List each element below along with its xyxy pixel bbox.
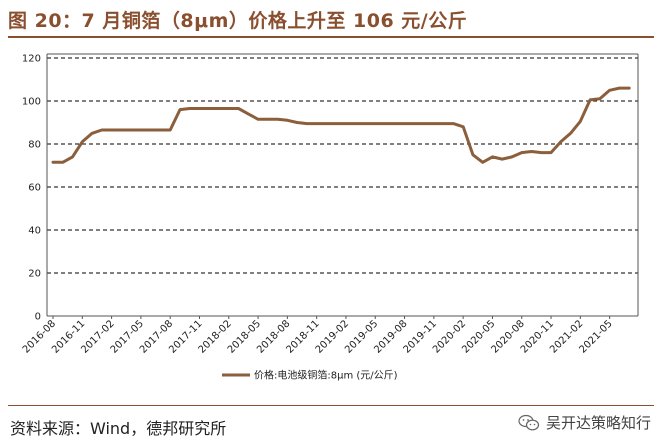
chart-legend: 价格:电池级铜箔:8μm (元/公斤) — [222, 369, 398, 382]
x-axis-ticks: 2016-082016-112017-022017-052017-082017-… — [21, 316, 615, 356]
y-tick-label: 120 — [22, 54, 41, 65]
watermark: 吴开达策略知行 — [518, 412, 651, 433]
chart-axes — [46, 53, 639, 317]
line-chart: 0 20 40 60 80 100 120 2016-082016-112017-02201… — [21, 53, 639, 382]
watermark-text: 吴开达策略知行 — [545, 414, 651, 432]
source-note: 资料来源：Wind，德邦研究所 — [10, 419, 227, 438]
title-divider — [8, 36, 654, 38]
chart-gridlines — [47, 57, 638, 274]
y-tick-label: 40 — [28, 226, 41, 237]
y-tick-label: 20 — [28, 269, 41, 280]
y-tick-label: 100 — [22, 97, 41, 108]
footer-divider — [8, 405, 654, 406]
y-tick-label: 60 — [28, 183, 41, 194]
page-title: 图 20：7 月铜箔（8μm）价格上升至 106 元/公斤 — [8, 10, 468, 32]
legend-entry: 价格:电池级铜箔:8μm (元/公斤) — [254, 369, 398, 382]
y-tick-label: 0 — [35, 312, 41, 323]
title-bar: 图 20：7 月铜箔（8μm）价格上升至 106 元/公斤 — [0, 0, 661, 40]
y-tick-label: 80 — [28, 140, 41, 151]
chart-series — [51, 86, 631, 164]
series-line — [51, 86, 631, 164]
y-axis-ticks: 0 20 40 60 80 100 120 — [22, 54, 41, 323]
wechat-icon — [518, 414, 540, 430]
